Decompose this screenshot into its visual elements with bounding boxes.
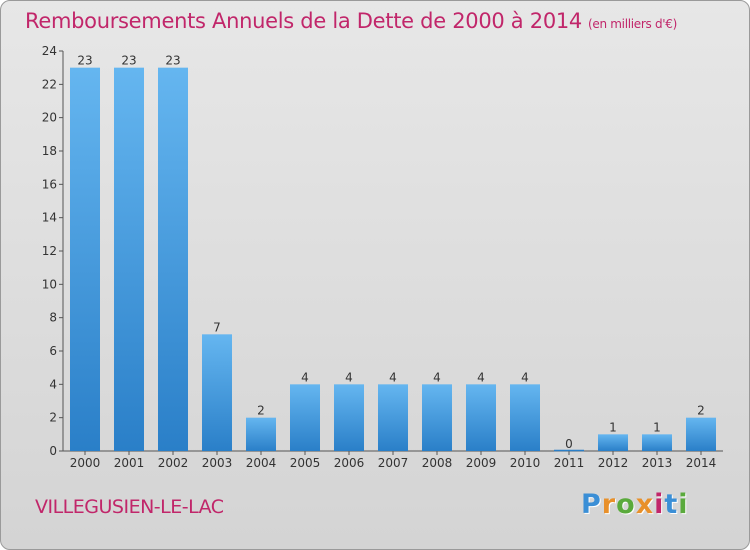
y-tick-label: 20	[42, 111, 57, 125]
place-name: VILLEGUSIEN-LE-LAC	[35, 496, 224, 518]
proxiti-logo: Proxiti	[581, 489, 689, 520]
data-label: 2	[697, 404, 705, 418]
y-tick-label: 6	[49, 344, 57, 358]
x-tick-label: 2008	[422, 456, 453, 470]
x-tick-label: 2011	[554, 456, 585, 470]
x-tick-label: 2014	[686, 456, 717, 470]
x-tick-label: 2009	[466, 456, 497, 470]
x-tick-label: 2000	[70, 456, 101, 470]
logo-letter: o	[616, 489, 636, 520]
y-tick-label: 8	[49, 311, 57, 325]
bar	[378, 384, 408, 451]
bar	[70, 67, 100, 452]
x-tick-label: 2004	[246, 456, 277, 470]
logo-letter: i	[678, 489, 689, 520]
bar	[334, 384, 364, 451]
x-tick-label: 2013	[642, 456, 673, 470]
unit-note: (en milliers d'€)	[588, 17, 678, 31]
data-label: 23	[121, 54, 136, 68]
data-labels: 23 23 23 7 2 4 4 4 4 4 4 0 1 1 2	[77, 54, 704, 451]
bar	[114, 67, 144, 452]
data-label: 4	[389, 370, 397, 384]
data-label: 7	[213, 320, 221, 334]
data-label: 1	[609, 420, 617, 434]
logo-letter: t	[664, 489, 679, 520]
x-tick-label: 2003	[202, 456, 233, 470]
x-tick-label: 2005	[290, 456, 321, 470]
logo-letter: x	[635, 489, 655, 520]
y-tick-label: 18	[42, 144, 57, 158]
y-tick-label: 16	[42, 177, 57, 191]
y-tick-label: 10	[42, 277, 57, 291]
x-tick-label: 2012	[598, 456, 629, 470]
data-label: 4	[433, 370, 441, 384]
x-tick-label: 2001	[114, 456, 145, 470]
data-label: 4	[301, 370, 309, 384]
x-tick-label: 2006	[334, 456, 365, 470]
y-tick-label: 24	[42, 44, 57, 58]
chart-title-text: Remboursements Annuels de la Dette de 20…	[25, 9, 582, 33]
logo-letter: i	[654, 489, 665, 520]
bar	[466, 384, 496, 451]
bar	[510, 384, 540, 451]
data-label: 4	[477, 370, 485, 384]
bar	[246, 417, 276, 451]
data-label: 2	[257, 404, 265, 418]
bar	[642, 434, 672, 451]
y-tick-label: 4	[49, 377, 57, 391]
data-label: 23	[165, 54, 180, 68]
data-label: 4	[345, 370, 353, 384]
x-tick-label: 2002	[158, 456, 189, 470]
x-tick-label: 2007	[378, 456, 409, 470]
bars	[70, 67, 716, 452]
y-tick-label: 0	[49, 444, 57, 458]
data-label: 1	[653, 420, 661, 434]
x-axis: 2000 2001 2002 2003 2004 2005 2006 2007 2008 2009…	[63, 450, 723, 470]
y-tick-label: 12	[42, 244, 57, 258]
bar	[598, 434, 628, 451]
bar	[290, 384, 320, 451]
data-label: 0	[565, 437, 573, 451]
y-tick-label: 22	[42, 77, 57, 91]
y-tick-label: 14	[42, 211, 57, 225]
data-label: 4	[521, 370, 529, 384]
bar	[686, 417, 716, 451]
bar	[158, 67, 188, 452]
logo-letter: P	[581, 489, 602, 520]
x-tick-label: 2010	[510, 456, 541, 470]
y-tick-label: 2	[49, 411, 57, 425]
chart-title: Remboursements Annuels de la Dette de 20…	[25, 9, 677, 33]
logo-letter: r	[601, 489, 617, 520]
bar	[422, 384, 452, 451]
bar	[202, 334, 232, 451]
data-label: 23	[77, 54, 92, 68]
